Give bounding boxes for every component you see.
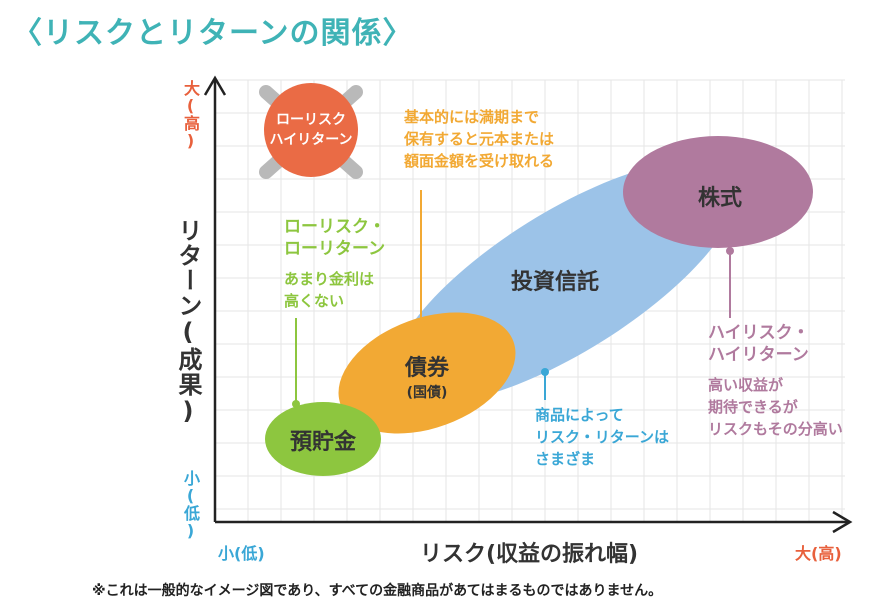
high-risk-note-title-line: ハイリターン [708, 345, 809, 365]
bonds-ellipse [338, 312, 516, 434]
high-risk-note-body-line: 高い収益が [708, 376, 784, 394]
bond-note: 基本的には満期まで 保有すると元本または 額面金額を受け取れる [404, 106, 554, 172]
leader-lines [292, 190, 734, 408]
stocks-ellipse [623, 136, 813, 248]
savings-ellipse [265, 402, 381, 476]
high-risk-note-body-line: リスクもその分高い [708, 420, 843, 438]
axes [203, 75, 853, 534]
bonds-label: 債券 [404, 356, 449, 381]
trust-note-line: 商品によって [535, 406, 624, 424]
savings-label: 預貯金 [289, 430, 356, 455]
low-risk-note-title-line: ローリターン [284, 239, 386, 259]
low-risk-note-body-line: 高くない [284, 292, 345, 310]
x-axis-high-label: 大(高) [795, 544, 842, 563]
trust-note: 商品によって リスク・リターンは さまざま [535, 404, 669, 470]
x-axis-title: リスク(収益の振れ幅) [420, 542, 639, 567]
trust-note-line: さまざま [535, 450, 596, 468]
y-axis-low-label: 小(低) [181, 470, 200, 540]
bonds-sublabel: (国債) [406, 385, 448, 401]
bond-note-line: 保有すると元本または [404, 130, 555, 148]
y-axis-title: リターン(成果) [174, 218, 202, 426]
bond-note-line: 額面金額を受け取れる [404, 152, 555, 170]
crossed-bubble-line1: ローリスク [276, 112, 346, 128]
trust-note-line: リスク・リターンは [535, 428, 669, 446]
y-axis-high-label: 大(高) [181, 80, 200, 150]
bond-note-line: 基本的には満期まで [404, 108, 540, 126]
crossed-bubble [259, 83, 363, 179]
high-risk-note-body: 高い収益が 期待できるが リスクもその分高い [708, 374, 843, 440]
x-axis-low-label: 小(低) [218, 544, 265, 563]
high-risk-note-title-line: ハイリスク・ [708, 323, 810, 343]
crossed-bubble-line2: ハイリターン [269, 132, 353, 148]
low-risk-note-title-line: ローリスク・ [284, 217, 386, 237]
low-risk-note-body-line: あまり金利は [284, 270, 375, 288]
page-title: 〈リスクとリターンの関係〉 [12, 16, 414, 51]
high-risk-note-body-line: 期待できるが [708, 398, 798, 416]
crossed-bubble-label: ローリスク ハイリターン [264, 110, 358, 150]
low-risk-note-title: ローリスク・ ローリターン [284, 216, 386, 260]
investment-trust-label: 投資信託 [510, 270, 599, 295]
footnote: ※これは一般的なイメージ図であり、すべての金融商品があてはまるものではありません… [92, 583, 663, 599]
low-risk-note-body: あまり金利は 高くない [284, 268, 374, 312]
high-risk-note-title: ハイリスク・ ハイリターン [708, 322, 809, 366]
stocks-label: 株式 [697, 186, 742, 211]
